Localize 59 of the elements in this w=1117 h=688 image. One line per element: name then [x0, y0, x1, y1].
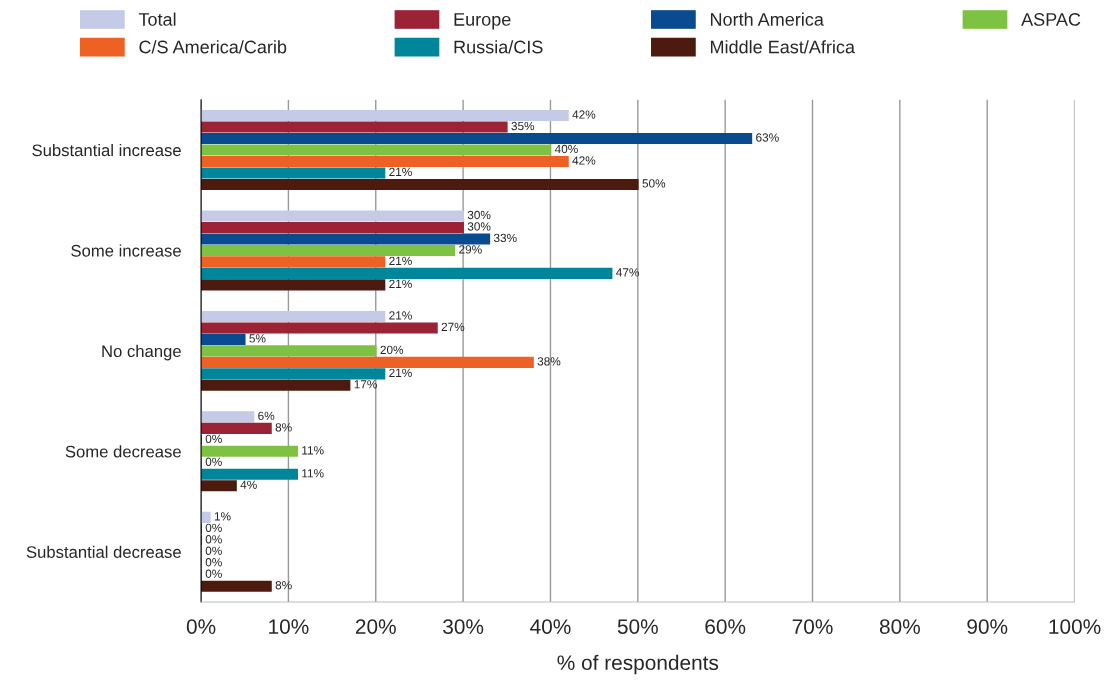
data-label: 17% [354, 380, 377, 389]
data-label: 21% [389, 256, 412, 266]
data-label: 21% [389, 279, 412, 288]
data-label: 40% [554, 144, 578, 154]
data-label: 35% [511, 121, 535, 131]
x-tick-label: 40% [530, 619, 571, 634]
data-label: 63% [756, 133, 779, 142]
x-tick-label: 90% [967, 619, 1008, 634]
data-label: 50% [642, 179, 666, 188]
x-tick-label: 60% [705, 619, 746, 634]
y-tick-label: Substantial increase [32, 143, 181, 157]
legend-label: Russia/CIS [454, 40, 543, 54]
data-label: 0% [205, 558, 222, 567]
data-label: 11% [302, 446, 324, 455]
data-label: 29% [459, 245, 482, 254]
data-label: 27% [441, 322, 465, 332]
data-label: 42% [572, 156, 596, 165]
data-label: 42% [572, 110, 596, 119]
x-tick-label: 100% [1049, 619, 1101, 634]
x-tick-label: 70% [792, 619, 833, 634]
y-tick-label: Some decrease [65, 445, 181, 458]
x-tick-label: 30% [443, 619, 484, 634]
y-tick-label: No change [102, 344, 181, 361]
data-label: 47% [616, 268, 639, 277]
data-label: 8% [275, 423, 292, 432]
legend-label: Total [138, 12, 176, 26]
x-tick-label: 50% [617, 619, 658, 634]
legend-label: North America [710, 12, 824, 26]
legend-label: Europe [454, 13, 511, 30]
legend-label: C/S America/Carib [139, 40, 287, 54]
data-label: 38% [537, 357, 561, 366]
data-label: 0% [205, 546, 222, 555]
data-label: 21% [389, 311, 412, 320]
data-label: 20% [380, 345, 404, 355]
x-axis-title: % of respondents [557, 654, 719, 675]
data-label: 0% [205, 523, 222, 532]
data-label: 8% [275, 581, 292, 590]
x-tick-label: 20% [355, 619, 396, 634]
data-label: 6% [258, 411, 275, 421]
legend-label: Middle East/Africa [710, 40, 855, 54]
y-tick-label: Some increase [71, 244, 181, 257]
x-tick-label: 80% [879, 619, 920, 634]
data-label: 30% [467, 222, 491, 231]
data-label: 21% [389, 368, 412, 377]
data-label: 33% [493, 233, 517, 243]
data-label: 21% [389, 167, 412, 177]
x-tick-label: 0% [186, 619, 216, 634]
data-label: 0% [205, 569, 222, 578]
y-tick-label: Substantial decrease [26, 545, 181, 558]
legend-label: ASPAC [1021, 13, 1081, 26]
data-label: 1% [214, 512, 231, 521]
data-label: 4% [240, 480, 257, 489]
data-label: 11% [302, 469, 324, 478]
data-label: 0% [205, 457, 222, 466]
data-label: 0% [205, 434, 222, 444]
data-label: 5% [249, 334, 266, 343]
x-tick-label: 10% [269, 619, 309, 634]
data-label: 0% [205, 535, 222, 544]
data-label: 30% [467, 210, 491, 220]
